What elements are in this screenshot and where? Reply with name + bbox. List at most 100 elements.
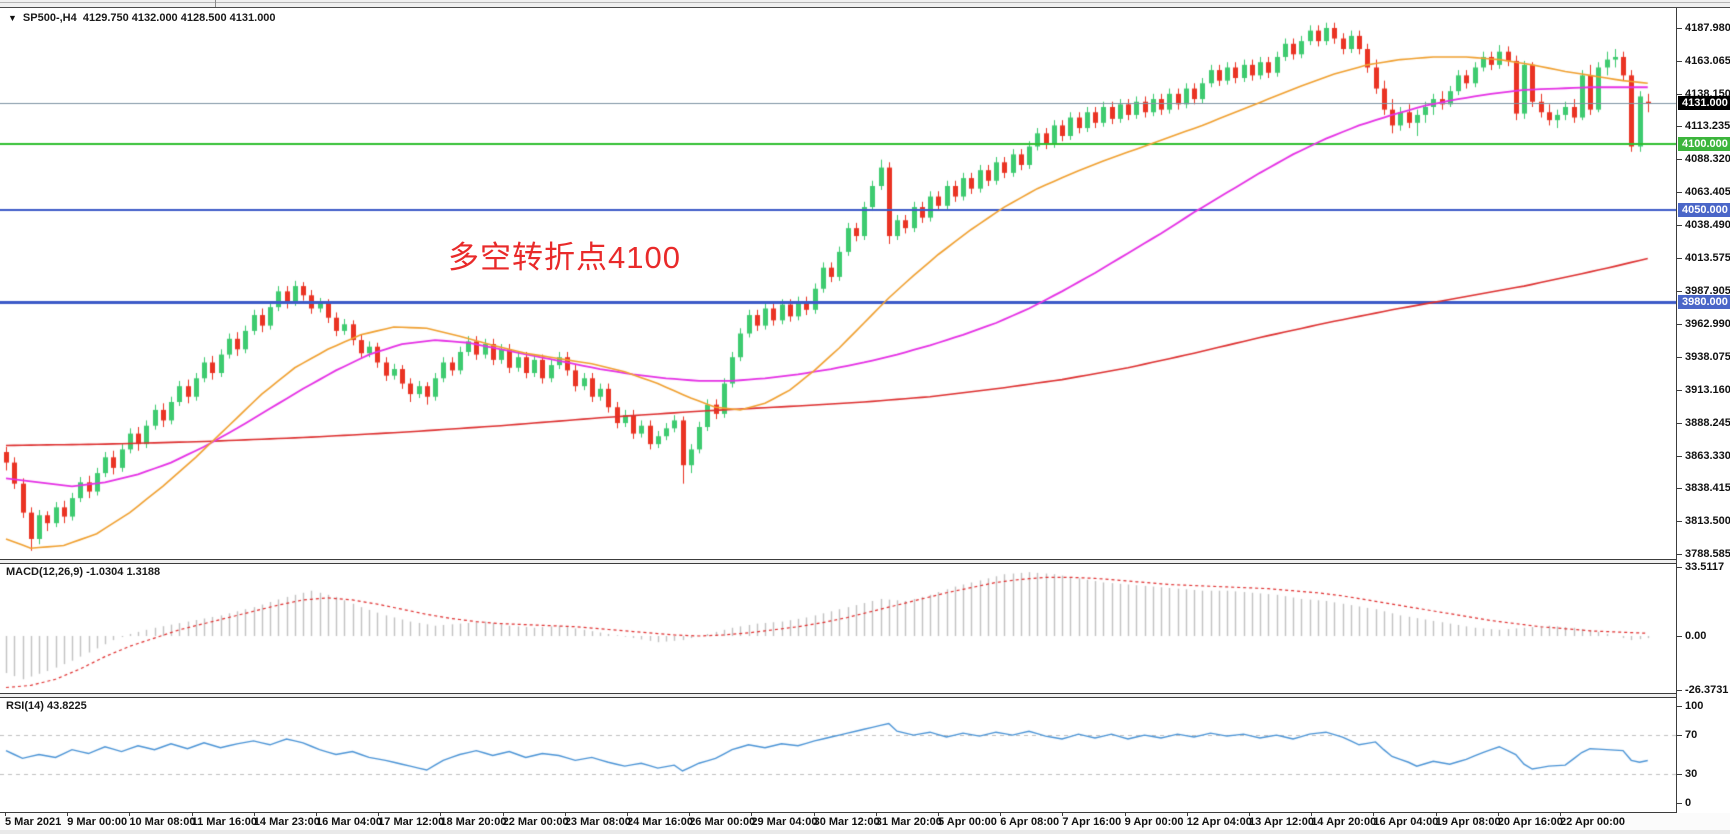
axis-tick [1677, 93, 1682, 95]
symbol-dropdown-icon[interactable]: ▼ [8, 13, 17, 23]
annotation-text: 多空转折点4100 [448, 240, 681, 275]
time-axis-label: 20 Apr 16:00 [1497, 816, 1563, 828]
time-axis-label: 5 Mar 2021 [5, 816, 62, 828]
price-axis-label: 3987.905 [1685, 285, 1730, 298]
chart-ohlc-header: ▼ SP500-,H4 4129.750 4132.000 4128.500 41… [8, 12, 276, 24]
time-axis-tick [751, 812, 753, 816]
price-badge: 4050.000 [1678, 202, 1730, 217]
time-axis-label: 14 Mar 23:00 [253, 816, 320, 828]
time-axis-tick [1000, 812, 1002, 816]
axis-tick [1677, 690, 1682, 692]
time-axis-tick [1249, 812, 1250, 816]
axis-tick [1677, 554, 1682, 555]
time-axis-tick [627, 812, 628, 816]
time-axis-label: 11 Mar 16:00 [191, 816, 258, 828]
axis-tick [1677, 636, 1682, 637]
time-axis-tick [1186, 812, 1188, 816]
time-axis-label: 13 Apr 12:00 [1249, 816, 1315, 828]
price-axis-label: 4063.405 [1685, 186, 1730, 199]
axis-tick [1677, 192, 1682, 194]
axis-tick [1677, 773, 1682, 775]
time-axis-label: 6 Apr 08:00 [1000, 816, 1060, 828]
axis-tick [1677, 291, 1682, 293]
time-axis-label: 5 Apr 00:00 [938, 816, 997, 828]
price-axis-label: 4013.575 [1685, 251, 1730, 264]
time-axis-tick [191, 812, 193, 816]
axis-tick [1677, 803, 1682, 804]
time-axis-label: 12 Apr 04:00 [1186, 816, 1252, 828]
price-axis-label: 30 [1685, 767, 1698, 780]
price-axis-label: 3938.075 [1685, 351, 1730, 364]
time-axis-label: 9 Apr 00:00 [1124, 816, 1184, 828]
time-axis-tick [67, 812, 69, 816]
price-axis-label: 0 [1685, 797, 1692, 809]
time-axis-tick [1373, 812, 1375, 816]
time-axis-line [0, 812, 1676, 813]
macd-indicator-canvas[interactable] [0, 562, 1676, 693]
time-axis-tick [813, 812, 815, 816]
chrome-divider [0, 2, 1730, 3]
time-axis-label: 7 Apr 16:00 [1062, 816, 1122, 828]
time-axis-tick [1435, 812, 1437, 816]
time-axis-label: 17 Mar 12:00 [378, 816, 445, 828]
time-axis-tick [5, 812, 6, 816]
price-axis-label: -26.3731 [1685, 684, 1729, 697]
time-axis-label: 31 Mar 20:00 [875, 816, 942, 828]
price-axis-label: 3788.585 [1685, 548, 1730, 560]
axis-tick [1677, 224, 1682, 226]
price-badge: 4100.000 [1678, 136, 1730, 151]
axis-tick [1677, 389, 1682, 391]
time-axis-label: 18 Mar 20:00 [440, 816, 507, 828]
price-badge: 3980.000 [1678, 294, 1730, 309]
time-axis-tick [440, 812, 442, 816]
price-axis-label: 3962.990 [1685, 318, 1730, 331]
ohlc-values-label: 4129.750 4132.000 4128.500 4131.000 [82, 12, 276, 24]
panel-divider[interactable] [0, 693, 1676, 698]
main-price-chart-canvas[interactable] [0, 8, 1676, 560]
rsi-label: RSI(14) 43.8225 [6, 700, 87, 712]
panel-divider[interactable] [0, 559, 1676, 564]
time-axis-label: 16 Apr 04:00 [1373, 816, 1439, 828]
axis-tick [1677, 567, 1682, 568]
time-axis-tick [316, 812, 317, 816]
price-axis-line [1676, 8, 1677, 813]
price-axis-label: 3813.500 [1685, 515, 1730, 528]
rsi-indicator-canvas[interactable] [0, 696, 1676, 812]
axis-tick [1677, 257, 1682, 259]
time-axis-label: 30 Mar 12:00 [813, 816, 880, 828]
time-axis-tick [378, 812, 380, 816]
price-axis[interactable]: 4187.980 4163.065 4138.150 4113.235 4088.320… [1677, 8, 1730, 813]
axis-tick [1677, 735, 1682, 737]
time-axis-label: 9 Mar 00:00 [67, 816, 128, 828]
axis-tick [1677, 28, 1682, 29]
price-axis-label: 3888.245 [1685, 416, 1730, 429]
time-axis-tick [1062, 812, 1064, 816]
time-axis-tick [1124, 812, 1126, 816]
macd-label: MACD(12,26,9) -1.0304 1.3188 [6, 566, 161, 578]
axis-tick [1677, 357, 1682, 359]
time-axis-tick [564, 812, 566, 816]
price-axis-label: 4163.065 [1685, 54, 1730, 67]
time-axis-tick [875, 812, 877, 816]
price-axis-label: 4088.320 [1685, 153, 1730, 166]
time-axis-label: 22 Mar 00:00 [502, 816, 569, 828]
time-axis-tick [502, 812, 504, 816]
price-axis-label: 0.00 [1685, 630, 1707, 642]
time-axis-label: 10 Mar 08:00 [129, 816, 196, 828]
chrome-tick [215, 0, 216, 7]
time-axis-tick [1560, 812, 1561, 816]
time-axis[interactable]: 5 Mar 2021 9 Mar 00:00 10 Mar 08:00 11 Mar … [0, 812, 1730, 830]
time-axis-label: 26 Mar 00:00 [689, 816, 756, 828]
time-axis-tick [1497, 812, 1499, 816]
axis-tick [1677, 159, 1682, 161]
symbol-timeframe-label: SP500-,H4 [22, 12, 77, 24]
price-axis-label: 3838.415 [1685, 482, 1730, 495]
time-axis-label: 14 Apr 20:00 [1311, 816, 1377, 828]
price-axis-label: 3863.330 [1685, 449, 1730, 462]
axis-tick [1677, 422, 1682, 424]
time-axis-tick [129, 812, 131, 816]
window-top-chrome [0, 0, 1730, 8]
time-axis-tick [1311, 812, 1313, 816]
time-axis-label: 29 Mar 04:00 [751, 816, 818, 828]
time-axis-label: 23 Mar 08:00 [564, 816, 631, 828]
